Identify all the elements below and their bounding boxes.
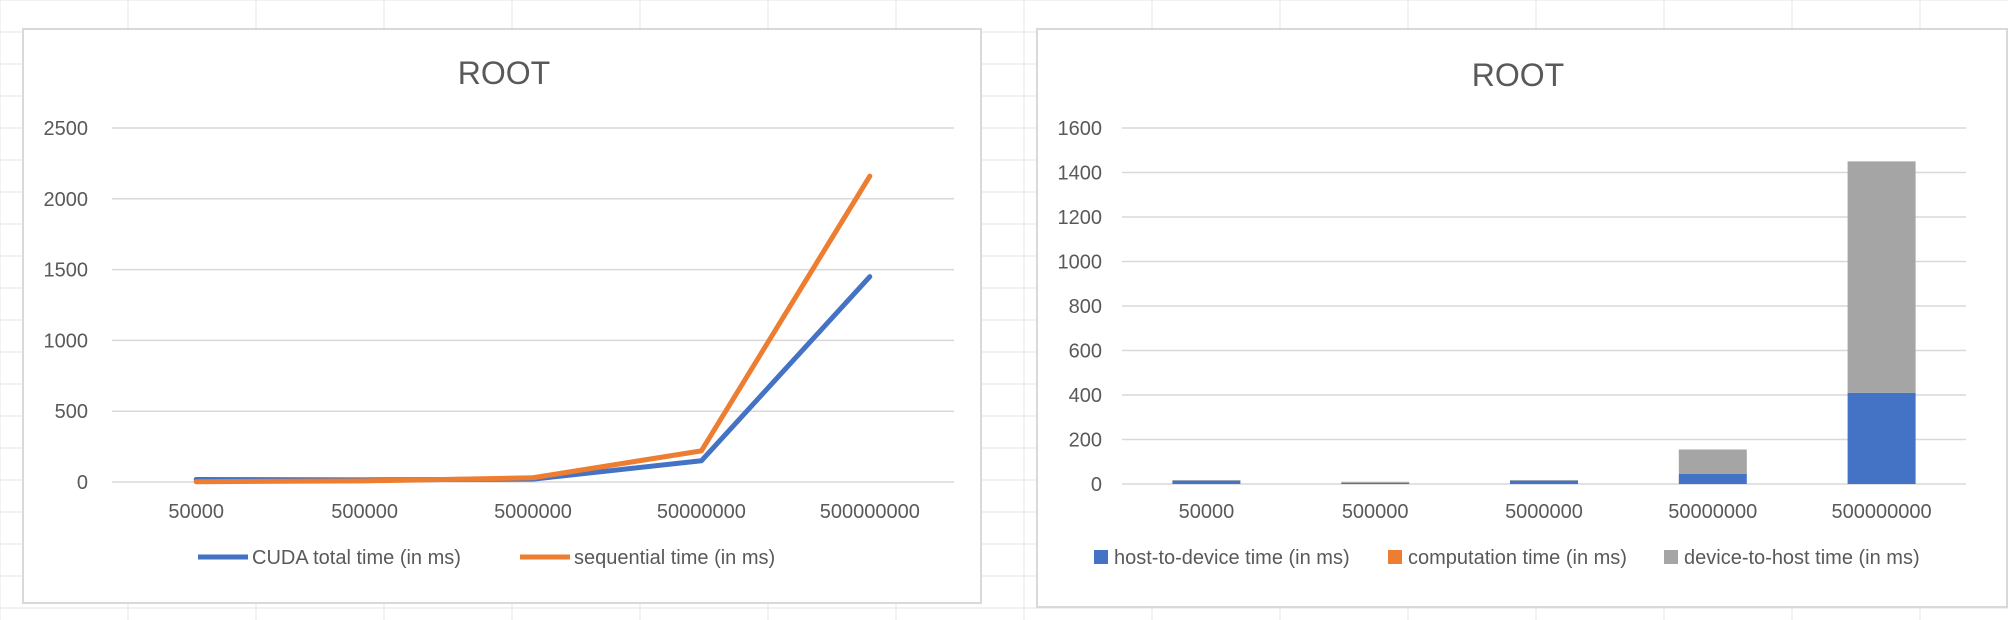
x-tick-label: 5000000 (1505, 501, 1583, 523)
bar-segment-0 (1341, 482, 1410, 484)
stacked-bar-chart-panel[interactable]: ROOT 0 200 400 600 800 1000 1200 1400 1600 50000… (1036, 28, 2008, 608)
legend: host-to-device time (in ms) computation … (1094, 547, 1920, 569)
x-axis-tick-labels: 50000 500000 5000000 50000000 500000000 (1179, 501, 1932, 523)
bar-segment-2 (1847, 161, 1916, 393)
y-tick-label: 1000 (44, 330, 89, 352)
x-tick-label: 50000000 (657, 501, 746, 523)
x-tick-label: 50000 (168, 501, 224, 523)
legend-label-sequential: sequential time (in ms) (574, 547, 775, 569)
bar-segment-0 (1678, 473, 1747, 484)
bar-series (1172, 161, 1916, 484)
y-tick-label: 0 (1091, 474, 1102, 496)
legend-swatch-computation (1388, 550, 1402, 564)
x-tick-label: 500000000 (1832, 501, 1932, 523)
x-axis-tick-labels: 50000 500000 5000000 50000000 500000000 (168, 501, 919, 523)
series-line-1 (193, 173, 873, 485)
bar-segment-0 (1847, 392, 1916, 484)
legend-swatch-device-to-host (1664, 550, 1678, 564)
legend-label-cuda: CUDA total time (in ms) (252, 547, 461, 569)
x-tick-label: 500000 (331, 501, 398, 523)
y-tick-label: 1000 (1058, 252, 1103, 274)
bar-segment-0 (1510, 480, 1578, 484)
y-axis-tick-labels: 0 200 400 600 800 1000 1200 1400 1600 (1058, 118, 1103, 496)
y-tick-label: 500 (55, 401, 88, 423)
legend-label-host-to-device: host-to-device time (in ms) (1114, 547, 1350, 569)
bar-segment-2 (1510, 479, 1578, 481)
x-tick-label: 5000000 (494, 501, 572, 523)
bar-segment-2 (1172, 479, 1241, 481)
y-tick-label: 2500 (44, 118, 89, 140)
gridlines (112, 127, 954, 483)
bar-segment-2 (1341, 481, 1410, 483)
y-tick-label: 1600 (1058, 118, 1103, 140)
x-tick-label: 500000 (1342, 501, 1409, 523)
y-tick-label: 200 (1069, 430, 1102, 452)
y-axis-tick-labels: 0 500 1000 1500 2000 2500 (44, 118, 89, 494)
stacked-bar-chart: ROOT 0 200 400 600 800 1000 1200 1400 1600 50000… (1058, 57, 1966, 569)
chart-title: ROOT (1472, 57, 1564, 93)
y-tick-label: 2000 (44, 189, 89, 211)
line-series (193, 173, 873, 485)
y-tick-label: 1200 (1058, 207, 1103, 229)
series-line-0 (193, 274, 873, 483)
chart-title: ROOT (458, 55, 550, 91)
y-tick-label: 1500 (44, 260, 89, 282)
y-tick-label: 800 (1069, 296, 1102, 318)
line-chart-panel[interactable]: ROOT 0 500 1000 1500 2000 2500 50000 500000 500… (22, 28, 982, 604)
y-tick-label: 1400 (1058, 163, 1103, 185)
bar-segment-0 (1172, 480, 1241, 484)
legend-swatch-host-to-device (1094, 550, 1108, 564)
y-tick-label: 400 (1069, 385, 1102, 407)
x-tick-label: 50000 (1179, 501, 1235, 523)
gridlines (1122, 127, 1966, 485)
legend-label-device-to-host: device-to-host time (in ms) (1684, 547, 1920, 569)
legend: CUDA total time (in ms) sequential time … (198, 547, 775, 569)
y-tick-label: 0 (77, 472, 88, 494)
y-tick-label: 600 (1069, 341, 1102, 363)
bar-segment-2 (1678, 449, 1747, 474)
x-tick-label: 500000000 (820, 501, 920, 523)
x-tick-label: 50000000 (1668, 501, 1757, 523)
legend-label-computation: computation time (in ms) (1408, 547, 1627, 569)
